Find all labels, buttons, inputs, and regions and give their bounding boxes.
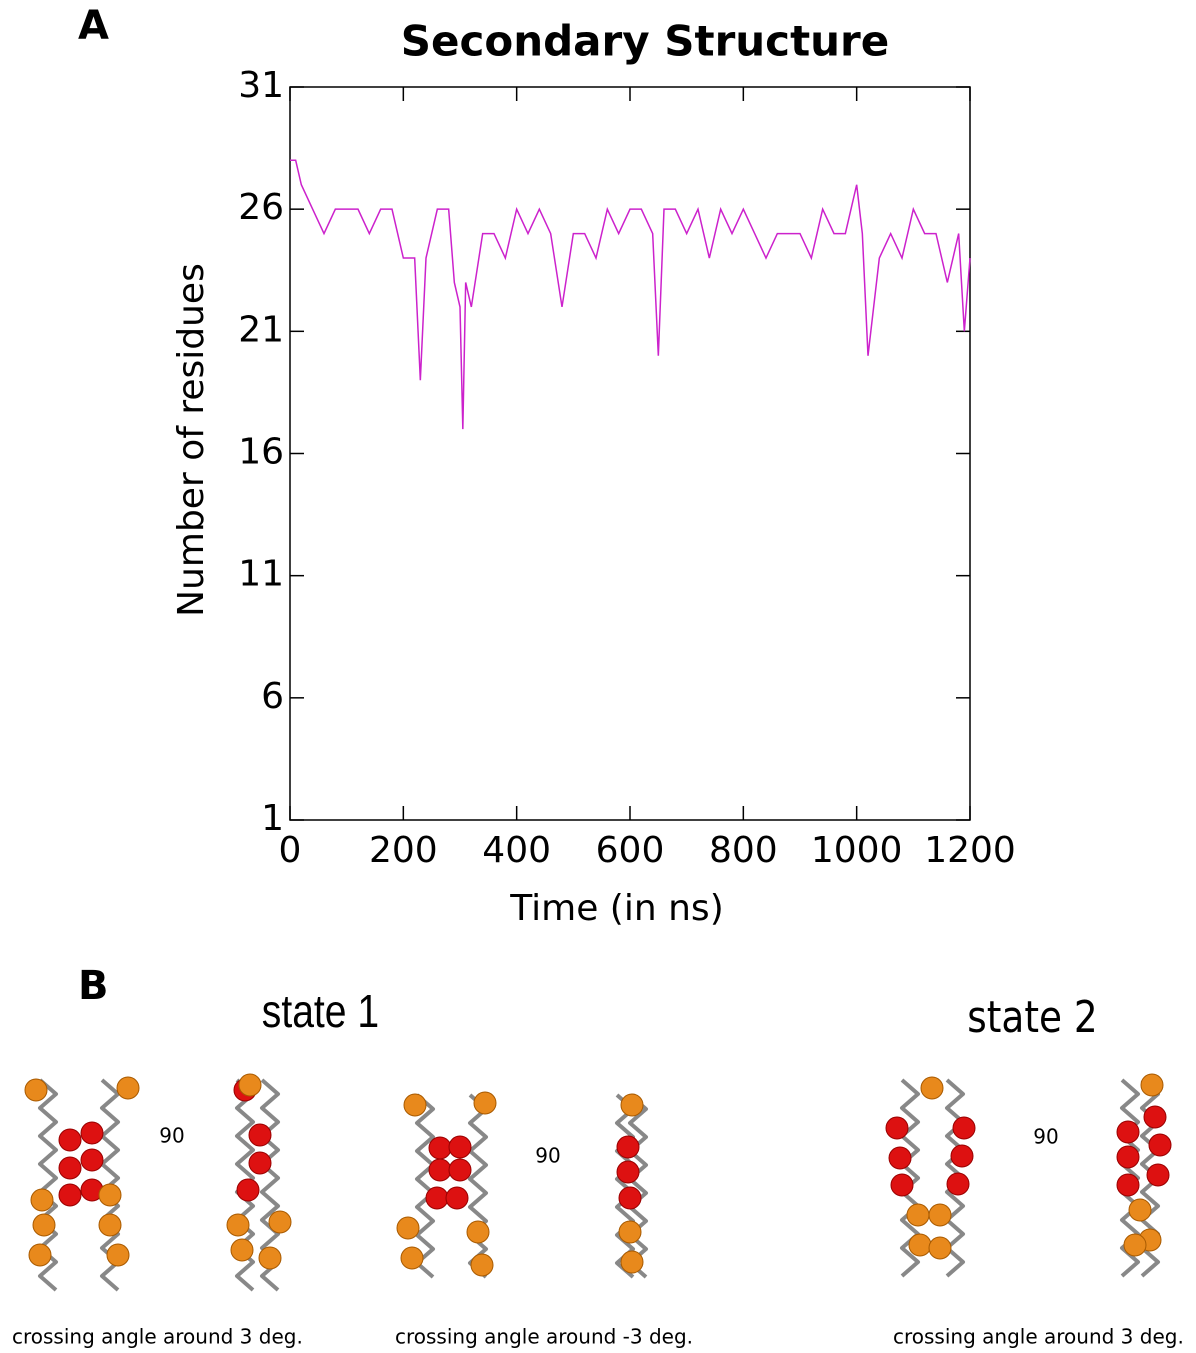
residue (396, 1216, 420, 1240)
y-tick-label: 31 (238, 65, 284, 106)
x-tick-label: 1200 (924, 830, 1016, 871)
residue (258, 1246, 282, 1270)
residue (620, 1250, 644, 1274)
y-tick-label: 11 (238, 554, 284, 595)
x-tick-label: 1000 (811, 830, 903, 871)
residue (58, 1156, 82, 1180)
residue (32, 1213, 56, 1237)
residue (58, 1128, 82, 1152)
residue (946, 1172, 970, 1196)
residue (226, 1213, 250, 1237)
residue (1143, 1105, 1167, 1129)
residue (888, 1146, 912, 1170)
residue (1128, 1198, 1152, 1222)
residue (80, 1148, 104, 1172)
rotation-label: 90 (1033, 1125, 1058, 1149)
x-tick-label: 200 (369, 830, 438, 871)
residue (400, 1246, 424, 1270)
residue (248, 1151, 272, 1175)
residue (1146, 1163, 1170, 1187)
residue (920, 1076, 944, 1100)
residue (1123, 1233, 1147, 1257)
residue (952, 1116, 976, 1140)
residue (98, 1213, 122, 1237)
residue (230, 1238, 254, 1262)
residue (448, 1135, 472, 1159)
residue (928, 1236, 952, 1260)
residue (80, 1121, 104, 1145)
x-tick-label: 600 (596, 830, 665, 871)
helix (615, 1093, 635, 1279)
helix (415, 1093, 435, 1279)
x-tick-label: 0 (279, 830, 302, 871)
caption: crossing angle around 3 deg. (12, 1325, 303, 1349)
y-axis-label: Number of residues (171, 263, 212, 617)
residue (28, 1243, 52, 1267)
rotation-label: 90 (159, 1124, 184, 1148)
residue (618, 1220, 642, 1244)
plot-frame (289, 86, 971, 821)
y-tick-label: 16 (238, 432, 284, 473)
residue (906, 1203, 930, 1227)
residue (116, 1076, 140, 1100)
panel-label: B (78, 963, 109, 1009)
residue (1140, 1073, 1164, 1097)
residue (1148, 1133, 1172, 1157)
residue (448, 1158, 472, 1182)
residue (470, 1253, 494, 1277)
helix (628, 1093, 648, 1279)
residue (58, 1183, 82, 1207)
x-tick-label: 800 (709, 830, 778, 871)
residue (248, 1123, 272, 1147)
residue (268, 1210, 292, 1234)
chart-title: Secondary Structure (401, 17, 890, 66)
caption: crossing angle around -3 deg. (395, 1325, 693, 1349)
x-axis-label: Time (in ns) (509, 888, 723, 929)
x-tick-label: 400 (482, 830, 551, 871)
y-tick-label: 26 (238, 187, 284, 228)
residue (620, 1093, 644, 1117)
residue (98, 1183, 122, 1207)
residue (466, 1220, 490, 1244)
residue (618, 1186, 642, 1210)
caption: crossing angle around 3 deg. (893, 1325, 1184, 1349)
residue (473, 1091, 497, 1115)
residue (428, 1136, 452, 1160)
residue (106, 1243, 130, 1267)
residue (30, 1188, 54, 1212)
residue (236, 1178, 260, 1202)
residue (616, 1135, 640, 1159)
residue (238, 1073, 262, 1097)
panel-label: A (78, 3, 109, 49)
residue (445, 1186, 469, 1210)
state-label: state 1 (262, 986, 379, 1038)
y-tick-label: 6 (261, 676, 284, 717)
residue (908, 1233, 932, 1257)
residue (950, 1144, 974, 1168)
rotation-label: 90 (535, 1144, 560, 1168)
y-tick-label: 21 (238, 309, 284, 350)
state-label: state 2 (967, 991, 1097, 1043)
residue (425, 1186, 449, 1210)
data-line (290, 159, 971, 430)
residue (885, 1116, 909, 1140)
residue (403, 1093, 427, 1117)
residue (1116, 1120, 1140, 1144)
residue (616, 1160, 640, 1184)
residue (928, 1203, 952, 1227)
residue (428, 1158, 452, 1182)
residue (24, 1078, 48, 1102)
residue (890, 1173, 914, 1197)
residue (1116, 1173, 1140, 1197)
helix (468, 1093, 488, 1279)
helix (900, 1078, 920, 1278)
y-tick-label: 1 (261, 798, 284, 839)
residue (1116, 1145, 1140, 1169)
